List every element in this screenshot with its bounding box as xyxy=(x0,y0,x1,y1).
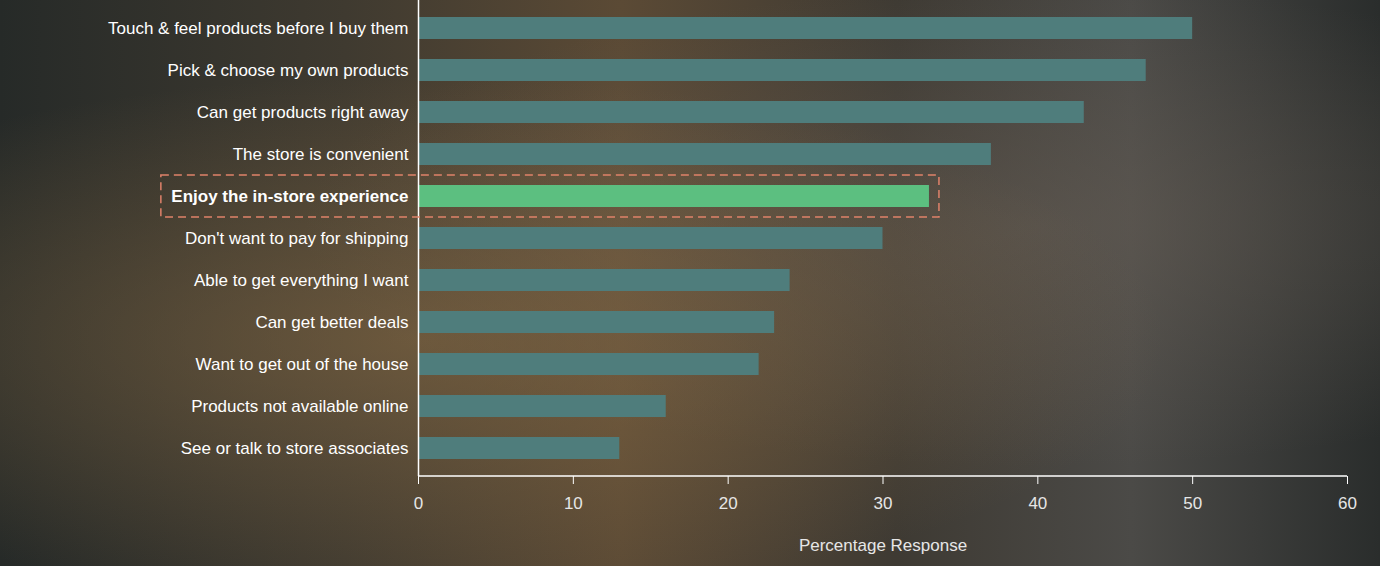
svg-text:See or talk to store associate: See or talk to store associates xyxy=(181,439,409,458)
svg-text:50: 50 xyxy=(1183,494,1202,513)
svg-text:Products not available online: Products not available online xyxy=(191,397,408,416)
svg-text:Pick & choose my own products: Pick & choose my own products xyxy=(168,61,409,80)
svg-text:20: 20 xyxy=(719,494,738,513)
svg-text:Can get better deals: Can get better deals xyxy=(255,313,408,332)
svg-text:30: 30 xyxy=(874,494,893,513)
svg-text:Don't want to pay for shipping: Don't want to pay for shipping xyxy=(185,229,408,248)
svg-text:0: 0 xyxy=(414,494,423,513)
svg-text:Percentage Response: Percentage Response xyxy=(799,536,967,555)
svg-text:Want to get out of the house: Want to get out of the house xyxy=(196,355,409,374)
svg-text:Touch & feel products before I: Touch & feel products before I buy them xyxy=(108,19,409,38)
svg-text:10: 10 xyxy=(564,494,583,513)
svg-text:40: 40 xyxy=(1028,494,1047,513)
svg-text:60: 60 xyxy=(1338,494,1357,513)
svg-text:Able to get everything I want: Able to get everything I want xyxy=(194,271,409,290)
svg-text:The store is convenient: The store is convenient xyxy=(233,145,409,164)
svg-text:Enjoy the in-store experience: Enjoy the in-store experience xyxy=(171,187,408,206)
svg-text:Can get products right away: Can get products right away xyxy=(197,103,409,122)
